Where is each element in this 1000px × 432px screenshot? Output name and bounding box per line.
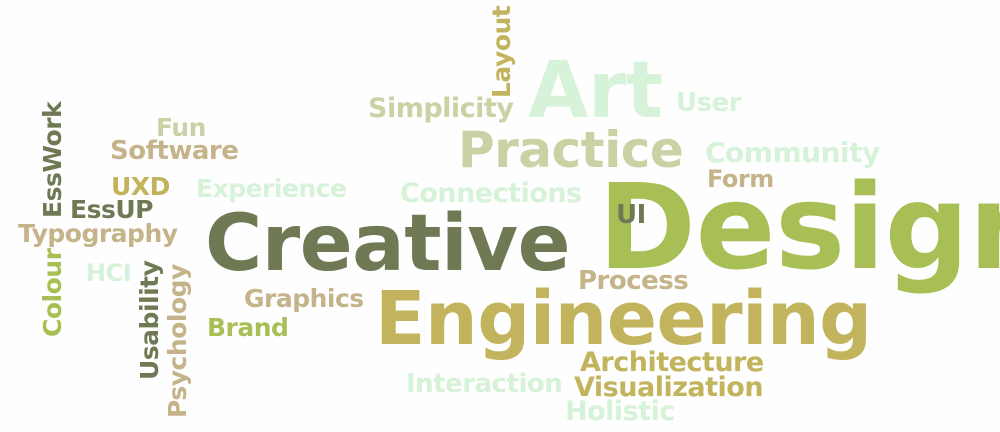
word-connections: Connections [400,178,582,209]
word-brand: Brand [207,313,289,342]
word-fun: Fun [156,113,206,142]
word-software: Software [110,136,239,166]
word-typography: Typography [18,219,178,248]
word-visualization: Visualization [574,372,764,403]
word-form: Form [707,165,774,193]
word-architecture: Architecture [580,347,764,378]
word-holistic: Holistic [565,396,675,427]
word-layout: Layout [487,5,516,98]
word-interaction: Interaction [406,369,563,399]
word-art: Art [528,46,663,136]
word-graphics: Graphics [244,284,364,313]
word-usability: Usability [135,260,164,380]
word-psychology: Psychology [163,264,192,418]
word-experience: Experience [196,174,347,203]
word-hci: HCI [86,259,132,287]
word-practice: Practice [458,121,684,179]
word-design: Design [598,158,1000,296]
word-community: Community [705,136,880,169]
word-user: User [676,88,742,118]
word-ui: UI [616,200,646,230]
word-creative: Creative [205,199,571,289]
word-simplicity: Simplicity [368,93,514,124]
word-esswork: EssWork [38,101,67,218]
word-essup: EssUP [70,195,153,224]
word-uxd: UXD [111,172,170,201]
word-process: Process [578,266,689,296]
word-engineering: Engineering [375,276,872,362]
word-colour: Colour [38,248,67,337]
